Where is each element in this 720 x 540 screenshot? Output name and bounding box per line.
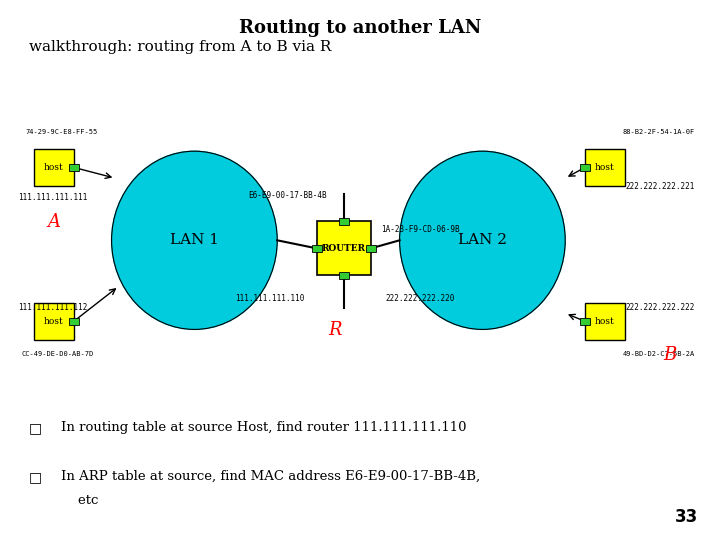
Text: 74-29-9C-E8-FF-55: 74-29-9C-E8-FF-55 <box>25 129 97 136</box>
Text: □: □ <box>29 421 42 435</box>
Text: host: host <box>44 163 64 172</box>
Text: 111.111.111.110: 111.111.111.110 <box>235 294 305 303</box>
Ellipse shape <box>112 151 277 329</box>
Text: 222.222.222.221: 222.222.222.221 <box>626 182 695 191</box>
FancyBboxPatch shape <box>580 164 590 171</box>
Text: 88-B2-2F-54-1A-0F: 88-B2-2F-54-1A-0F <box>623 129 695 136</box>
Text: host: host <box>44 317 64 326</box>
Text: LAN 2: LAN 2 <box>458 233 507 247</box>
Text: 49-BD-D2-C7-5B-2A: 49-BD-D2-C7-5B-2A <box>623 350 695 357</box>
Text: □: □ <box>29 470 42 484</box>
Text: B: B <box>663 346 676 363</box>
Text: R: R <box>328 321 341 339</box>
FancyBboxPatch shape <box>68 164 78 171</box>
Text: 111.111.111.112: 111.111.111.112 <box>18 303 87 312</box>
Text: 222.222.222.222: 222.222.222.222 <box>626 303 695 312</box>
Text: In ARP table at source, find MAC address E6-E9-00-17-BB-4B,: In ARP table at source, find MAC address… <box>61 470 480 483</box>
Text: A: A <box>48 213 60 231</box>
FancyBboxPatch shape <box>317 221 371 275</box>
Text: 1A-23-F9-CD-06-9B: 1A-23-F9-CD-06-9B <box>382 225 460 234</box>
FancyBboxPatch shape <box>585 303 625 340</box>
FancyBboxPatch shape <box>366 245 376 252</box>
Text: LAN 1: LAN 1 <box>170 233 219 247</box>
Text: 222.222.222.220: 222.222.222.220 <box>385 294 454 303</box>
FancyBboxPatch shape <box>580 318 590 325</box>
Text: 33: 33 <box>675 509 698 526</box>
FancyBboxPatch shape <box>35 149 74 186</box>
Text: host: host <box>595 317 615 326</box>
FancyBboxPatch shape <box>312 245 322 252</box>
Text: CC-49-DE-D0-AB-7D: CC-49-DE-D0-AB-7D <box>22 350 94 357</box>
FancyBboxPatch shape <box>339 218 348 225</box>
Text: 111.111.111.111: 111.111.111.111 <box>18 193 87 201</box>
Text: etc: etc <box>61 494 99 507</box>
Text: ROUTER: ROUTER <box>322 244 366 253</box>
FancyBboxPatch shape <box>35 303 74 340</box>
FancyBboxPatch shape <box>339 272 348 279</box>
FancyBboxPatch shape <box>68 318 78 325</box>
FancyBboxPatch shape <box>585 149 625 186</box>
Text: E6-E9-00-17-BB-4B: E6-E9-00-17-BB-4B <box>248 191 328 200</box>
Text: host: host <box>595 163 615 172</box>
Text: In routing table at source Host, find router 111.111.111.110: In routing table at source Host, find ro… <box>61 421 467 434</box>
Ellipse shape <box>400 151 565 329</box>
Text: walkthrough: routing from A to B via R: walkthrough: routing from A to B via R <box>29 40 331 55</box>
Text: Routing to another LAN: Routing to another LAN <box>239 19 481 37</box>
